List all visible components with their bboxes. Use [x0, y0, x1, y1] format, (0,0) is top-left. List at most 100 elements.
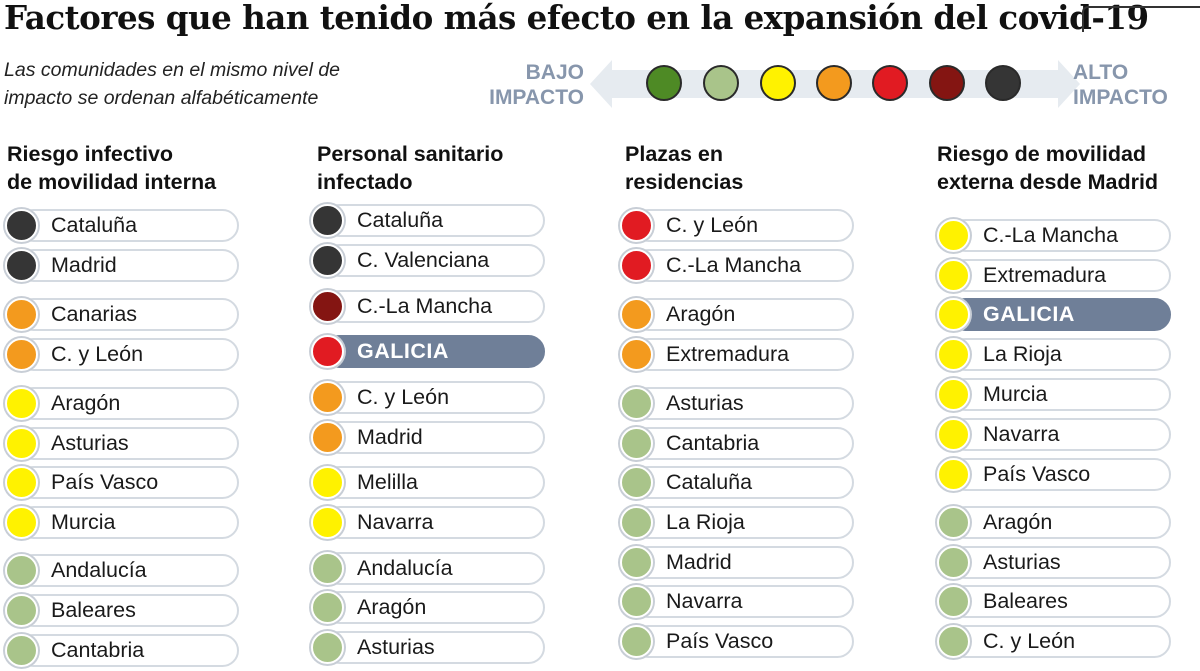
impact-level-dot	[311, 631, 344, 664]
impact-level-dot	[620, 546, 653, 579]
column-title-line: Personal sanitario	[317, 142, 504, 166]
region-name: País Vasco	[666, 629, 774, 653]
region-row: C.-La Mancha	[311, 290, 545, 323]
region-name: GALICIA	[357, 339, 449, 363]
region-pill	[323, 552, 545, 585]
region-row: Murcia	[5, 506, 239, 539]
region-pill	[17, 249, 239, 282]
legend-high-impact-label: ALTO IMPACTO	[1073, 60, 1197, 110]
impact-level-dot	[5, 298, 38, 331]
impact-level-dot	[937, 458, 970, 491]
legend-level-dot	[646, 65, 682, 101]
region-row: País Vasco	[5, 466, 239, 499]
region-row: GALICIA	[311, 335, 545, 368]
region-pill	[17, 466, 239, 499]
region-row: Canarias	[5, 298, 239, 331]
region-pill	[949, 585, 1171, 618]
region-pill	[949, 546, 1171, 579]
impact-level-dot	[311, 466, 344, 499]
region-name: Extremadura	[666, 342, 790, 366]
legend-low-line-1: BAJO	[525, 61, 584, 84]
impact-level-dot	[311, 244, 344, 277]
impact-level-dot	[311, 552, 344, 585]
impact-level-dot	[937, 506, 970, 539]
impact-level-dot	[937, 298, 970, 331]
region-row: Navarra	[311, 506, 545, 539]
impact-level-dot	[5, 594, 38, 627]
region-pill	[632, 387, 854, 420]
impact-level-dot	[620, 625, 653, 658]
impact-level-dot	[620, 466, 653, 499]
region-row: GALICIA	[937, 298, 1171, 331]
region-row: Asturias	[937, 546, 1171, 579]
region-row: Murcia	[937, 378, 1171, 411]
region-name: Baleares	[983, 589, 1068, 613]
region-pill	[323, 631, 545, 664]
region-name: Aragón	[51, 391, 121, 415]
region-pill	[17, 427, 239, 460]
highlighted-region-pill	[949, 298, 1171, 331]
region-name: Madrid	[357, 425, 423, 449]
region-row: Cataluña	[311, 204, 545, 237]
region-pill	[632, 585, 854, 618]
region-row: Aragón	[620, 298, 854, 331]
impact-level-dot	[937, 338, 970, 371]
region-row: C. y León	[5, 338, 239, 371]
column-title-line: externa desde Madrid	[937, 170, 1159, 194]
region-row: Cantabria	[620, 427, 854, 460]
region-row: País Vasco	[937, 458, 1171, 491]
impact-level-dot	[937, 378, 970, 411]
region-row: Asturias	[5, 427, 239, 460]
region-pill	[17, 387, 239, 420]
region-pill	[632, 338, 854, 371]
page-title: Factores que han tenido más efecto en la…	[4, 0, 1149, 37]
impact-level-dot	[620, 338, 653, 371]
region-row: Cataluña	[5, 209, 239, 242]
region-name: Madrid	[51, 253, 117, 277]
subtitle: Las comunidades en el mismo nivel de imp…	[4, 56, 340, 112]
region-name: Asturias	[357, 635, 435, 659]
region-name: Murcia	[51, 510, 116, 534]
region-row: C. y León	[937, 625, 1171, 658]
region-row: Baleares	[5, 594, 239, 627]
impact-level-dot	[937, 546, 970, 579]
impact-level-dot	[311, 204, 344, 237]
region-row: Andalucía	[5, 554, 239, 587]
legend-low-impact-label: BAJO IMPACTO	[474, 60, 584, 110]
legend-level-dot	[703, 65, 739, 101]
region-pill	[949, 338, 1171, 371]
region-name: Aragón	[983, 510, 1053, 534]
region-name: Madrid	[666, 550, 732, 574]
subtitle-line-2: impacto se ordenan alfabéticamente	[4, 87, 319, 109]
impact-level-dot	[5, 427, 38, 460]
region-name: C. y León	[357, 385, 450, 409]
column-title-care-homes: Plazas en residencias	[625, 140, 743, 196]
region-name: Asturias	[666, 391, 744, 415]
region-row: Madrid	[620, 546, 854, 579]
region-row: La Rioja	[620, 506, 854, 539]
region-row: C.-La Mancha	[937, 219, 1171, 252]
region-name: C. y León	[666, 213, 759, 237]
legend-level-dot	[872, 65, 908, 101]
region-pill	[632, 625, 854, 658]
region-pill	[632, 427, 854, 460]
column-title-line: residencias	[625, 170, 744, 194]
region-name: Aragón	[666, 302, 736, 326]
impact-level-dot	[311, 421, 344, 454]
region-pill	[949, 378, 1171, 411]
region-name: C. y León	[983, 629, 1076, 653]
impact-level-dot	[937, 259, 970, 292]
impact-level-dot	[5, 466, 38, 499]
column-title-health-staff: Personal sanitario infectado	[317, 140, 503, 196]
column-title-external-mobility: Riesgo de movilidad externa desde Madrid	[937, 140, 1158, 196]
region-name: Navarra	[983, 422, 1060, 446]
impact-level-dot	[5, 387, 38, 420]
region-pill	[632, 506, 854, 539]
region-name: La Rioja	[983, 342, 1062, 366]
impact-level-dot	[5, 209, 38, 242]
region-name: Andalucía	[51, 558, 147, 582]
region-pill	[632, 298, 854, 331]
region-name: Cataluña	[666, 470, 753, 494]
impact-level-dot	[5, 249, 38, 282]
region-row: Cantabria	[5, 634, 239, 667]
